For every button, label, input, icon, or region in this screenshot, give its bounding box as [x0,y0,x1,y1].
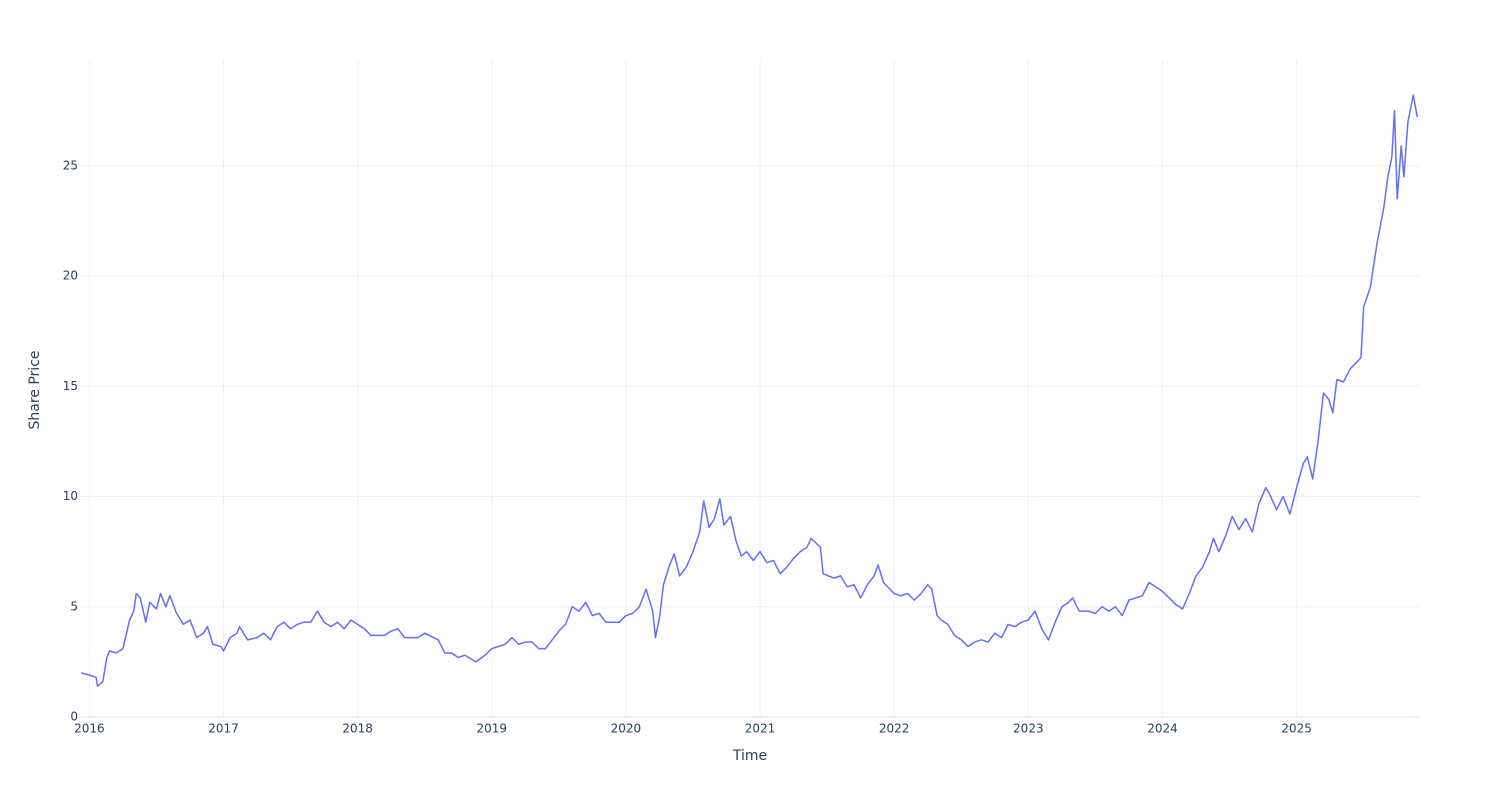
x-tick-label: 2017 [208,722,239,736]
y-tick-label: 10 [63,489,78,503]
x-tick-label: 2018 [342,722,373,736]
x-tick-label: 2021 [745,722,776,736]
y-tick-label: 15 [63,379,78,393]
y-tick-label: 0 [70,710,78,724]
x-tick-label: 2023 [1013,722,1044,736]
x-tick-label: 2020 [611,722,642,736]
x-axis-title: Time [732,748,767,764]
x-tick-label: 2016 [74,722,105,736]
y-tick-label: 20 [63,269,78,283]
x-tick-label: 2022 [879,722,910,736]
x-tick-label: 2019 [477,722,508,736]
price-line [81,94,1419,687]
x-tick-label: 2024 [1147,722,1178,736]
x-tick-label: 2025 [1281,722,1312,736]
y-tick-label: 5 [70,599,78,613]
y-axis-title: Share Price [27,350,43,429]
y-tick-label: 25 [63,158,78,172]
